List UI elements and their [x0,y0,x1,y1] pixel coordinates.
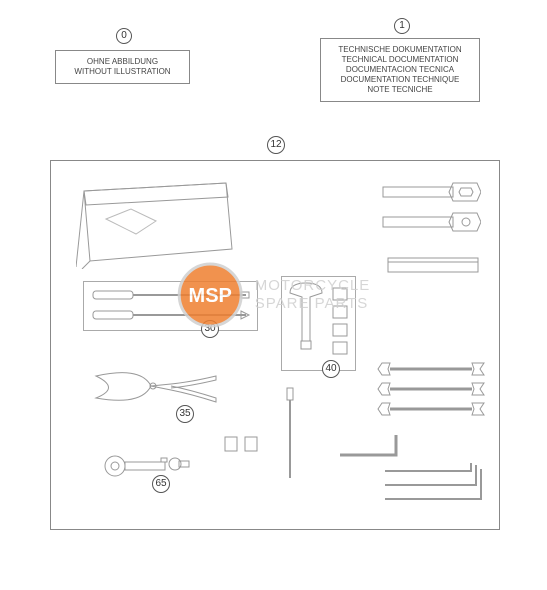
callout-65-text: 65 [155,478,166,489]
callout-35-text: 35 [179,408,190,419]
tool-thandle [286,281,326,351]
tool-screwdriver-top [91,287,251,303]
callout-30: 30 [201,320,219,338]
callout-0: 0 [116,28,132,44]
callout-40: 40 [322,360,340,378]
callout-1-text: 1 [399,20,405,31]
tool-allen-single [336,431,406,461]
tool-allen-set [381,461,486,511]
callout-0-text: 0 [121,30,127,41]
tool-bits [221,431,271,461]
main-diagram-frame [50,160,500,530]
tool-wrench-1 [376,361,486,377]
callout-65: 65 [152,475,170,493]
tool-screwdriver-bottom [91,307,251,323]
callout-35: 35 [176,405,194,423]
tool-wrench-2 [376,381,486,397]
tool-bar [386,256,481,276]
tool-hex-wrench-1 [381,181,481,203]
callout-30-text: 30 [204,323,215,334]
info-box-right-line1: TECHNISCHE DOKUMENTATION [325,45,475,55]
info-box-left-line1: OHNE ABBILDUNG [60,57,185,67]
info-box-right-line2: TECHNICAL DOCUMENTATION [325,55,475,65]
tool-keys [101,446,191,486]
callout-1: 1 [394,18,410,34]
info-box-right-line5: NOTE TECNICHE [325,85,475,95]
info-box-left-line2: WITHOUT ILLUSTRATION [60,67,185,77]
tool-pliers [91,366,221,416]
callout-12: 12 [267,136,285,154]
tool-sockets [329,286,351,366]
tool-rod [281,386,299,481]
info-box-right-line4: DOCUMENTATION TECHNIQUE [325,75,475,85]
callout-40-text: 40 [325,363,336,374]
info-box-right-line3: DOCUMENTACION TECNICA [325,65,475,75]
tool-hex-wrench-2 [381,211,481,233]
tool-pouch [76,179,236,269]
callout-12-text: 12 [270,139,281,150]
tool-wrench-3 [376,401,486,417]
info-box-left: OHNE ABBILDUNG WITHOUT ILLUSTRATION [55,50,190,84]
info-box-right: TECHNISCHE DOKUMENTATION TECHNICAL DOCUM… [320,38,480,102]
